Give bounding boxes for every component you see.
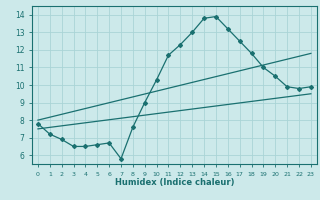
X-axis label: Humidex (Indice chaleur): Humidex (Indice chaleur) (115, 178, 234, 187)
